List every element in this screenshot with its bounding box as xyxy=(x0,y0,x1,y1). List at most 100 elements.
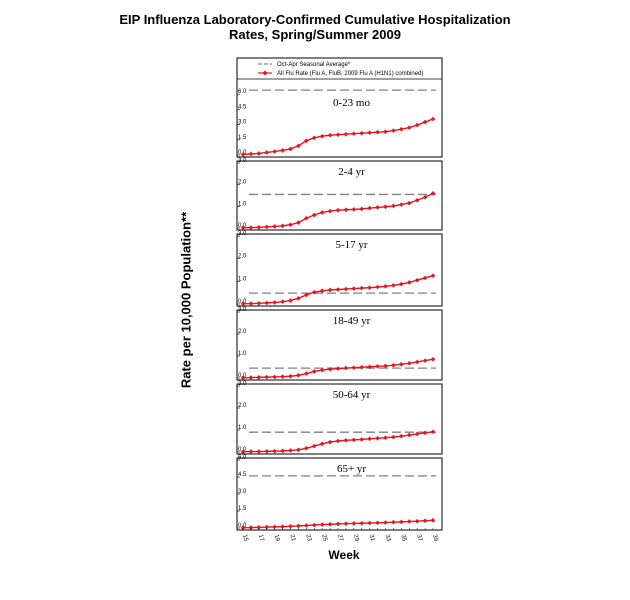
data-point xyxy=(430,116,436,122)
data-point xyxy=(383,435,388,440)
y-tick-label: 3.0 xyxy=(238,381,247,387)
data-point xyxy=(296,143,301,149)
y-tick-label: 2.0 xyxy=(238,403,247,409)
data-point xyxy=(296,220,301,225)
data-point xyxy=(399,433,404,439)
data-point xyxy=(327,521,333,527)
data-point xyxy=(391,434,396,440)
data-point xyxy=(351,437,357,443)
data-point xyxy=(319,522,325,527)
y-tick-label: 1.0 xyxy=(238,351,247,357)
data-point xyxy=(248,525,254,530)
y-tick-label: 2.0 xyxy=(238,180,247,186)
data-point xyxy=(240,225,246,231)
y-tick-label: 3.0 xyxy=(238,158,247,164)
data-point xyxy=(343,286,349,292)
data-point xyxy=(367,205,372,211)
data-point xyxy=(280,148,285,153)
legend-seasonal-label: Oct-Apr Seasonal Average* xyxy=(277,62,351,68)
data-point xyxy=(256,449,262,454)
data-point xyxy=(375,129,380,135)
data-point xyxy=(256,151,262,156)
data-point xyxy=(248,449,254,454)
data-point xyxy=(351,131,357,137)
data-point xyxy=(311,289,317,295)
data-point xyxy=(327,366,333,372)
y-tick-label: 4.5 xyxy=(238,104,247,110)
panel-label: 2-4 yr xyxy=(338,166,365,178)
data-point xyxy=(359,437,365,442)
data-point xyxy=(280,524,285,529)
y-tick-label: 1.0 xyxy=(238,276,247,282)
data-point xyxy=(335,438,341,444)
data-point xyxy=(311,443,317,449)
data-point xyxy=(414,277,420,283)
data-point xyxy=(406,432,412,438)
data-point xyxy=(422,119,428,125)
data-point xyxy=(240,449,246,455)
legend-allflu-label: All Flu Rate (Flu A, FluB, 2009 Flu A (H… xyxy=(277,71,423,77)
legend-allflu-marker xyxy=(262,70,268,76)
data-point xyxy=(391,519,396,525)
data-point xyxy=(375,364,380,369)
data-point xyxy=(414,197,420,203)
data-point xyxy=(264,300,270,306)
data-point xyxy=(304,292,309,298)
data-point xyxy=(391,203,396,209)
data-point xyxy=(399,126,404,132)
data-point xyxy=(430,191,436,196)
data-point xyxy=(288,222,293,228)
data-point xyxy=(422,194,428,200)
data-point xyxy=(430,429,436,435)
data-point xyxy=(311,522,317,528)
data-point xyxy=(375,520,380,526)
data-point xyxy=(406,280,412,285)
data-point xyxy=(430,273,436,278)
data-point xyxy=(240,375,246,381)
y-tick-label: 6.0 xyxy=(238,455,247,461)
data-point xyxy=(256,375,262,380)
data-point xyxy=(383,520,388,525)
data-point xyxy=(248,375,254,380)
data-point xyxy=(304,215,309,221)
data-point xyxy=(359,206,365,212)
y-tick-label: 3.0 xyxy=(238,120,247,126)
data-point xyxy=(272,448,277,454)
data-point xyxy=(256,225,262,230)
data-point xyxy=(248,151,254,157)
data-point xyxy=(264,374,270,380)
data-point xyxy=(256,301,262,306)
x-axis-label: Week xyxy=(328,548,360,562)
x-tick-label: 21 xyxy=(289,534,297,543)
data-point xyxy=(367,285,372,290)
data-point xyxy=(288,298,293,303)
data-point xyxy=(359,520,365,526)
data-point xyxy=(319,441,325,447)
data-point xyxy=(280,374,285,379)
data-point xyxy=(422,275,428,281)
data-point xyxy=(319,288,325,294)
data-point xyxy=(367,520,372,526)
y-tick-label: 2.0 xyxy=(238,254,247,260)
x-tick-label: 37 xyxy=(415,534,423,543)
data-point xyxy=(288,524,293,529)
data-point xyxy=(319,133,325,139)
data-point xyxy=(399,519,404,525)
y-tick-label: 1.0 xyxy=(238,425,247,431)
x-tick-label: 27 xyxy=(336,534,344,543)
data-point xyxy=(406,200,412,206)
data-point xyxy=(414,518,420,524)
data-point xyxy=(311,135,317,141)
data-point xyxy=(288,146,293,152)
panel-label: 5-17 yr xyxy=(335,239,367,251)
data-point xyxy=(343,438,349,443)
data-point xyxy=(272,524,277,530)
data-point xyxy=(414,359,420,365)
data-point xyxy=(406,519,412,524)
data-point xyxy=(406,360,412,366)
data-point xyxy=(375,284,380,290)
data-point xyxy=(296,373,301,378)
data-point xyxy=(327,439,333,445)
data-point xyxy=(351,207,357,212)
